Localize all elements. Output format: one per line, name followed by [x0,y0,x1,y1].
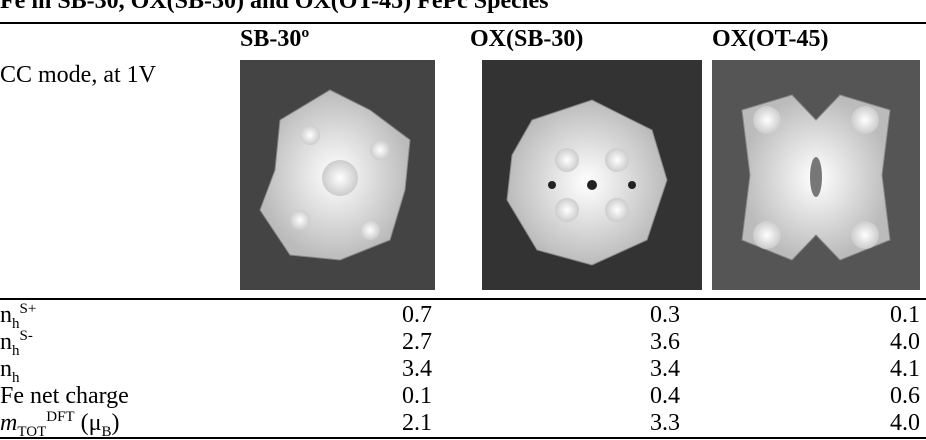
label-part: n [0,329,12,355]
label-part: Fe net charge [0,383,129,409]
stm-image [712,60,920,290]
cell-value: 3.4 [312,356,432,383]
cell-value: 4.0 [800,329,920,356]
cell-value: 3.6 [560,329,680,356]
cell-value: 0.3 [560,302,680,329]
cell-value: 0.7 [312,302,432,329]
label-part: n [0,302,12,328]
cell-value: 4.1 [800,356,920,383]
row-label: nhS+ [0,302,36,329]
rule [0,298,926,300]
cell-value: 0.1 [800,302,920,329]
rule [0,22,926,24]
cell-value: 2.1 [312,410,432,437]
row-label: mTOTDFT (μB) [0,410,119,437]
cell-value: 0.4 [560,383,680,410]
title: Fe in SB-30, OX(SB-30) and OX(OT-45) FeP… [0,0,548,15]
stm-image [240,60,435,290]
cell-value: 0.1 [312,383,432,410]
label-part: ) [111,410,119,436]
label-part: DFT [46,409,74,425]
cell-value: 3.3 [560,410,680,437]
label-part: m [0,410,17,436]
column-header: SB-30º [240,26,309,53]
row-label: nh [0,356,20,383]
label-part: n [0,356,12,382]
cell-value: 0.6 [800,383,920,410]
label-part: S- [20,328,33,344]
label-part: S+ [20,301,37,317]
cell-value: 4.0 [800,410,920,437]
page: Fe in SB-30, OX(SB-30) and OX(OT-45) FeP… [0,0,926,439]
image-row-label: CC mode, at 1V [0,60,160,90]
label-part: TOT [17,424,46,440]
row-label: nhS- [0,329,33,356]
column-header: OX(SB-30) [470,26,583,53]
cell-value: 3.4 [560,356,680,383]
label-part: B [101,424,111,440]
stm-image [482,60,702,290]
row-label: Fe net charge [0,383,129,410]
column-header: OX(OT-45) [712,26,828,53]
cell-value: 2.7 [312,329,432,356]
label-part: (μ [75,410,102,436]
